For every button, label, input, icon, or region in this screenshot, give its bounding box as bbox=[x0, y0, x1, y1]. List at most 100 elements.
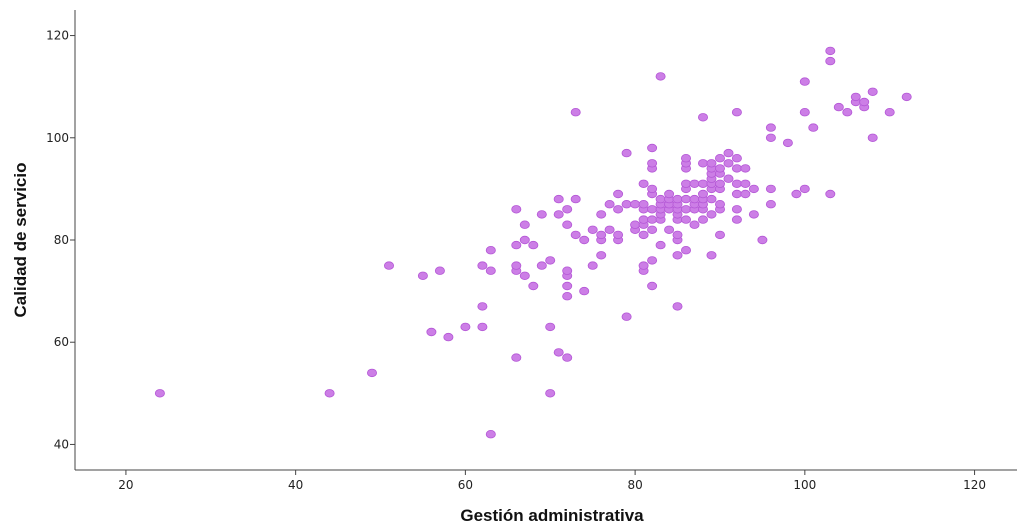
data-point bbox=[647, 225, 658, 234]
data-point bbox=[545, 322, 556, 332]
data-point bbox=[485, 266, 496, 275]
data-points bbox=[154, 46, 912, 439]
data-point bbox=[511, 205, 522, 214]
data-point bbox=[604, 199, 615, 209]
data-point bbox=[596, 251, 607, 260]
data-point bbox=[859, 97, 870, 107]
data-point bbox=[757, 235, 768, 245]
data-point bbox=[477, 261, 488, 270]
data-point bbox=[519, 220, 530, 229]
data-point bbox=[672, 251, 683, 260]
data-point bbox=[799, 107, 810, 117]
data-point bbox=[562, 281, 573, 291]
data-point bbox=[647, 215, 658, 224]
data-point bbox=[689, 220, 700, 229]
data-point bbox=[867, 133, 878, 142]
data-point bbox=[723, 148, 734, 158]
data-point bbox=[723, 159, 734, 168]
data-point bbox=[706, 210, 717, 219]
data-point bbox=[655, 72, 666, 81]
data-point bbox=[740, 189, 751, 199]
data-point bbox=[477, 322, 488, 332]
data-point bbox=[689, 179, 700, 188]
x-tick-label: 80 bbox=[627, 478, 642, 492]
data-point bbox=[791, 189, 802, 199]
data-point bbox=[672, 194, 683, 204]
data-point bbox=[715, 230, 726, 240]
x-ticks: 20 40 60 80 100 120 bbox=[118, 470, 986, 492]
data-point bbox=[630, 220, 641, 229]
data-point bbox=[681, 179, 692, 188]
data-point bbox=[528, 281, 539, 291]
data-point bbox=[519, 271, 530, 280]
data-point bbox=[579, 235, 590, 245]
data-point bbox=[562, 220, 573, 229]
data-point bbox=[647, 205, 658, 214]
data-point bbox=[383, 261, 394, 270]
x-tick-label: 40 bbox=[288, 478, 303, 492]
data-point bbox=[545, 256, 556, 265]
y-tick-label: 40 bbox=[54, 437, 69, 451]
data-point bbox=[748, 210, 759, 219]
data-point bbox=[536, 261, 547, 270]
data-point bbox=[884, 107, 895, 117]
y-tick-label: 80 bbox=[54, 233, 69, 247]
data-point bbox=[664, 189, 675, 199]
data-point bbox=[460, 322, 471, 332]
data-point bbox=[681, 245, 692, 255]
data-point bbox=[723, 174, 734, 183]
data-point bbox=[587, 261, 598, 270]
data-point bbox=[825, 56, 836, 66]
data-point bbox=[604, 225, 615, 234]
data-point bbox=[698, 215, 709, 224]
data-point bbox=[706, 194, 717, 204]
data-point bbox=[324, 389, 335, 398]
y-tick-label: 60 bbox=[54, 335, 69, 349]
data-point bbox=[706, 251, 717, 260]
data-point bbox=[901, 92, 912, 102]
data-point bbox=[681, 215, 692, 224]
data-point bbox=[782, 138, 793, 148]
data-point bbox=[511, 261, 522, 270]
data-point bbox=[553, 210, 564, 219]
x-tick-label: 60 bbox=[458, 478, 473, 492]
data-point bbox=[647, 256, 658, 265]
data-point bbox=[655, 194, 666, 204]
data-point bbox=[799, 77, 810, 86]
data-point bbox=[850, 92, 861, 102]
data-point bbox=[740, 179, 751, 188]
data-point bbox=[154, 389, 165, 398]
y-axis-title: Calidad de servicio bbox=[11, 163, 30, 318]
data-point bbox=[672, 230, 683, 240]
data-point bbox=[731, 107, 742, 117]
data-point bbox=[485, 430, 496, 439]
data-point bbox=[731, 179, 742, 188]
data-point bbox=[621, 148, 632, 158]
data-point bbox=[706, 159, 717, 168]
data-point bbox=[842, 107, 853, 117]
y-tick-label: 100 bbox=[46, 131, 69, 145]
data-point bbox=[681, 153, 692, 163]
data-point bbox=[698, 159, 709, 168]
data-point bbox=[536, 210, 547, 219]
data-point bbox=[366, 368, 377, 378]
data-point bbox=[570, 194, 581, 204]
data-point bbox=[867, 87, 878, 96]
data-point bbox=[664, 225, 675, 234]
x-axis-title: Gestión administrativa bbox=[460, 506, 644, 524]
data-point bbox=[638, 230, 649, 240]
data-point bbox=[621, 199, 632, 209]
data-point bbox=[570, 107, 581, 117]
data-point bbox=[731, 189, 742, 199]
data-point bbox=[681, 194, 692, 204]
data-point bbox=[681, 205, 692, 214]
data-point bbox=[698, 189, 709, 199]
x-tick-label: 120 bbox=[963, 478, 986, 492]
data-point bbox=[765, 133, 776, 142]
data-point bbox=[638, 179, 649, 188]
data-point bbox=[528, 240, 539, 250]
data-point bbox=[672, 302, 683, 311]
y-ticks: 40 60 80 100 120 bbox=[46, 29, 75, 451]
data-point bbox=[647, 159, 658, 168]
